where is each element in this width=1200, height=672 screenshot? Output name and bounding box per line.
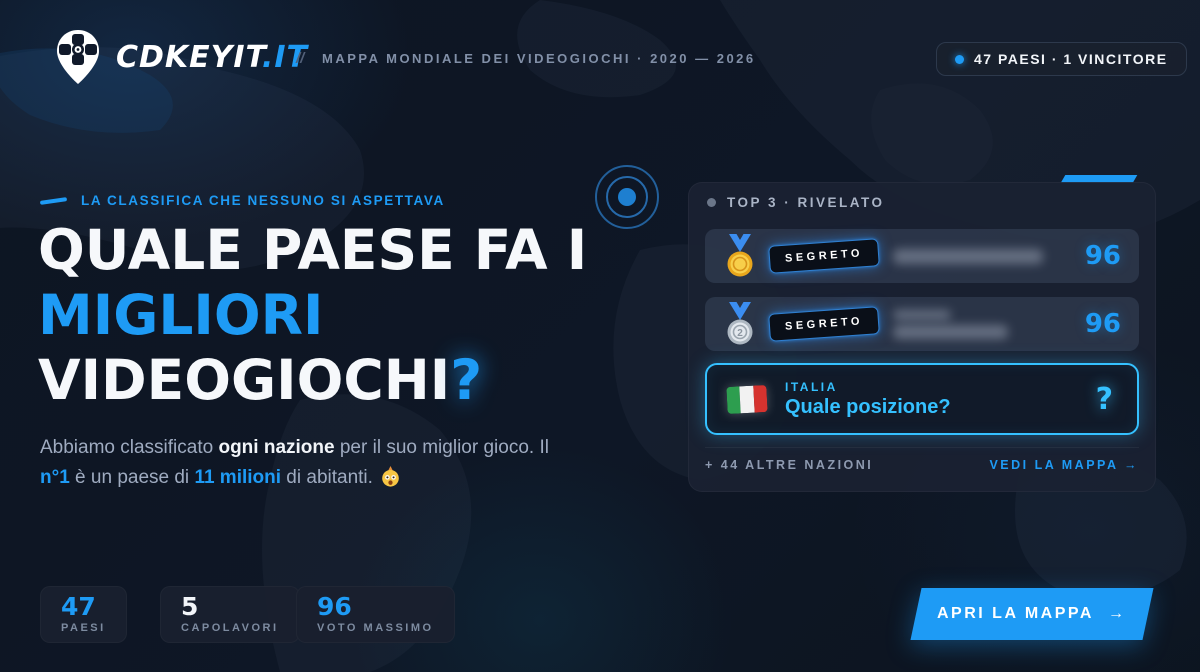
header-subtitle: MAPPA MONDIALE DEI VIDEOGIOCHI · 2020 — …	[322, 51, 756, 66]
stat-card-capolavori: 5 CAPOLAVORI	[160, 586, 300, 643]
title-question-mark: ?	[450, 348, 483, 412]
score-value: 96	[1084, 241, 1121, 271]
eyebrow: LA CLASSIFICA CHE NESSUNO SI ASPETTAVA	[39, 193, 445, 208]
see-map-link[interactable]: VEDI LA MAPPA →	[989, 457, 1139, 472]
hero-paragraph: Abbiamo classificato ogni nazione per il…	[40, 433, 570, 493]
silver-medal-icon: 2	[727, 302, 753, 345]
title-line-3-text: VIDEOGIOCHI	[38, 348, 451, 412]
paragraph-text: Abbiamo classificato	[40, 437, 219, 458]
stat-card-paesi: 47 PAESI	[40, 586, 127, 643]
paragraph-text: per il suo miglior gioco. Il	[334, 437, 549, 458]
eyebrow-label: LA CLASSIFICA CHE NESSUNO SI ASPETTAVA	[81, 193, 445, 208]
italy-question: Quale posizione?	[785, 395, 951, 418]
rank-row-2[interactable]: 2 SEGRETO 96	[705, 297, 1139, 351]
stat-value: 96	[317, 592, 352, 621]
segreto-badge: SEGRETO	[768, 306, 880, 342]
blue-dot-icon	[955, 54, 964, 64]
gray-dot-icon	[707, 198, 716, 207]
stat-card-voto-massimo: 96 VOTO MASSIMO	[296, 586, 455, 643]
top3-panel: TOP 3 · RIVELATO SEGRETO 96 2	[688, 182, 1156, 492]
italy-flag-icon	[726, 384, 768, 414]
segreto-badge: SEGRETO	[768, 238, 880, 274]
rank-row-1[interactable]: SEGRETO 96	[705, 229, 1139, 283]
italy-text: ITALIA Quale posizione?	[785, 380, 951, 419]
stat-value: 5	[181, 592, 199, 621]
title-line-1: QUALE PAESE FA I	[38, 218, 588, 282]
radar-target-icon	[595, 165, 659, 229]
panel-footer: + 44 ALTRE NAZIONI VEDI LA MAPPA →	[705, 447, 1139, 477]
panel-header: TOP 3 · RIVELATO	[707, 195, 885, 210]
italy-row[interactable]: ITALIA Quale posizione? ?	[705, 363, 1139, 435]
stat-label: CAPOLAVORI	[181, 622, 279, 634]
title-line-2: MIGLIORI	[38, 283, 324, 347]
brand-tld: .IT	[261, 40, 308, 75]
brand-logo[interactable]	[52, 28, 104, 88]
open-map-label: APRI LA MAPPA	[937, 605, 1095, 622]
exploding-head-emoji	[382, 466, 400, 487]
countries-badge: 47 PAESI · 1 VINCITORE	[936, 42, 1187, 76]
more-nations-label: + 44 ALTRE NAZIONI	[705, 457, 874, 472]
question-mark-icon: ?	[1095, 381, 1113, 417]
paragraph-highlight-white: ogni nazione	[218, 437, 335, 458]
gold-medal-icon	[727, 234, 753, 277]
blurred-country-name	[893, 248, 1044, 264]
countries-badge-label: 47 PAESI · 1 VINCITORE	[974, 51, 1168, 67]
title-line-3: VIDEOGIOCHI?	[38, 348, 587, 413]
page-title: QUALE PAESE FA I MIGLIORI VIDEOGIOCHI?	[38, 218, 587, 413]
brand-text: CDKEYIT	[116, 40, 262, 75]
open-map-button[interactable]: APRI LA MAPPA →	[910, 588, 1154, 640]
header: CDKEYIT.IT // MAPPA MONDIALE DEI VIDEOGI…	[0, 0, 1200, 100]
stat-value: 47	[61, 592, 96, 621]
paragraph-highlight-blue: n°1	[40, 467, 70, 488]
header-separator: //	[296, 50, 305, 67]
score-value: 96	[1084, 309, 1121, 339]
stat-label: PAESI	[61, 622, 106, 634]
paragraph-highlight-blue: 11 milioni	[194, 467, 282, 488]
paragraph-text: di abitanti.	[281, 467, 373, 488]
svg-text:2: 2	[737, 328, 743, 339]
arrow-right-icon: →	[1108, 605, 1127, 622]
map-pin-gamepad-icon	[57, 30, 99, 84]
italy-country-label: ITALIA	[785, 379, 838, 394]
paragraph-text: è un paese di	[69, 467, 195, 488]
stat-label: VOTO MASSIMO	[317, 622, 434, 634]
panel-title: TOP 3 · RIVELATO	[727, 195, 885, 210]
dash-icon	[39, 196, 68, 205]
blurred-country-name	[893, 309, 1009, 339]
brand-name[interactable]: CDKEYIT.IT	[116, 40, 308, 75]
